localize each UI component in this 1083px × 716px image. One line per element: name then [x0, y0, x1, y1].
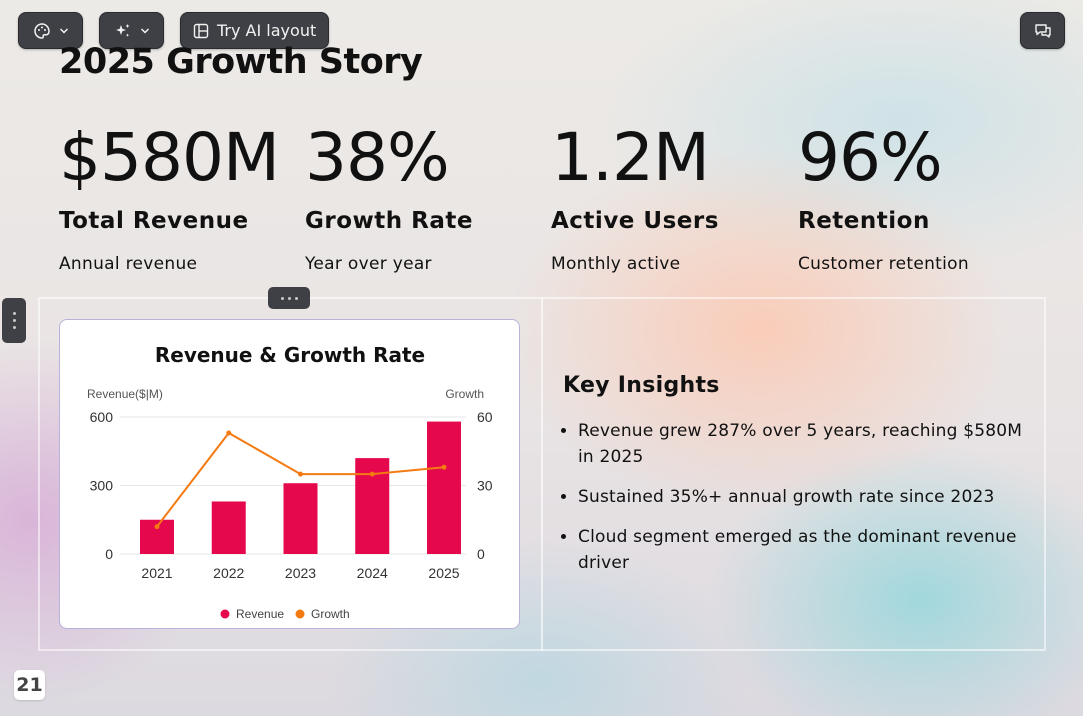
- insights-heading: Key Insights: [563, 373, 720, 398]
- growth-point: [369, 471, 375, 477]
- stat-label: Retention: [798, 208, 930, 234]
- growth-point: [226, 430, 232, 436]
- chart-title: Revenue & Growth Rate: [155, 343, 425, 367]
- insight-item: Revenue grew 287% over 5 years, reaching…: [578, 418, 1033, 470]
- y-tick-label: 0: [105, 546, 113, 562]
- key-insights-block[interactable]: Key Insights Revenue grew 287% over 5 ye…: [563, 373, 1033, 590]
- drag-dot: [280, 296, 284, 300]
- axis-ticks: 0 0 300 30 600 60 2021 2022 2023 2024 2025: [90, 409, 493, 581]
- editor-toolbar: Try AI layout: [18, 12, 330, 49]
- chevron-down-icon: [59, 27, 68, 34]
- insight-item: Cloud segment emerged as the dominant re…: [578, 524, 1033, 576]
- revenue-bar: [211, 501, 246, 554]
- try-ai-layout-label: Try AI layout: [217, 21, 317, 40]
- legend-marker: [295, 609, 305, 619]
- x-tick-label: 2023: [285, 565, 316, 581]
- y-tick-label: 300: [90, 478, 114, 494]
- insights-list: Revenue grew 287% over 5 years, reaching…: [563, 418, 1033, 576]
- growth-point: [298, 471, 303, 477]
- y-axis-label: Revenue($|M): [87, 387, 163, 401]
- stat-description: Annual revenue: [59, 254, 198, 274]
- revenue-bar: [283, 483, 318, 554]
- slide-number-badge[interactable]: 21: [14, 670, 45, 700]
- stat-total-revenue[interactable]: $580M Total Revenue Annual revenue: [59, 119, 299, 275]
- x-tick-label: 2024: [357, 565, 388, 581]
- legend-label: Growth: [311, 607, 350, 621]
- layout-icon: [193, 23, 209, 38]
- y-tick-label: 600: [90, 409, 114, 425]
- x-tick-label: 2025: [428, 565, 459, 581]
- stat-value: 38%: [305, 119, 450, 196]
- side-drag-handle[interactable]: [2, 298, 26, 343]
- stat-label: Active Users: [551, 208, 719, 234]
- growth-point: [441, 464, 447, 470]
- drag-dot: [12, 319, 16, 322]
- stat-label: Growth Rate: [305, 208, 473, 234]
- stat-description: Year over year: [305, 254, 432, 274]
- chevron-down-icon: [140, 27, 149, 34]
- y2-axis-label: Growth: [445, 387, 484, 401]
- stat-active-users[interactable]: 1.2M Active Users Monthly active: [551, 119, 791, 275]
- revenue-bar: [427, 421, 461, 554]
- y2-tick-label: 0: [477, 546, 485, 562]
- slide-title[interactable]: 2025 Growth Story: [59, 42, 423, 82]
- try-ai-layout-button[interactable]: Try AI layout: [180, 12, 330, 49]
- growth-point: [154, 524, 160, 530]
- stat-growth-rate[interactable]: 38% Growth Rate Year over year: [305, 119, 545, 275]
- chart-legend: Revenue Growth: [220, 607, 350, 621]
- comments-button[interactable]: [1020, 12, 1065, 49]
- drag-dot: [294, 296, 298, 300]
- drag-dot: [12, 312, 16, 315]
- stat-description: Customer retention: [798, 254, 969, 274]
- layout-column-divider[interactable]: [541, 297, 543, 651]
- chart-card[interactable]: Revenue & Growth Rate Revenue($|M) Growt…: [59, 319, 520, 629]
- revenue-growth-chart: Revenue & Growth Rate Revenue($|M) Growt…: [87, 343, 493, 621]
- stat-value: 96%: [798, 119, 943, 196]
- drag-dot: [287, 296, 291, 300]
- palette-icon: [33, 22, 50, 39]
- y2-tick-label: 60: [477, 409, 493, 425]
- legend-label: Revenue: [236, 607, 284, 621]
- sparkles-icon: [115, 23, 129, 37]
- block-drag-handle[interactable]: [268, 287, 310, 309]
- drag-dot: [12, 326, 16, 329]
- x-tick-label: 2021: [141, 565, 172, 581]
- y2-tick-label: 30: [477, 478, 493, 494]
- stat-label: Total Revenue: [59, 208, 249, 234]
- growth-line: [154, 430, 447, 530]
- ai-dropdown-button[interactable]: [99, 12, 164, 49]
- stat-retention[interactable]: 96% Retention Customer retention: [798, 119, 1038, 275]
- revenue-bars: [140, 421, 461, 554]
- comments-icon: [1034, 23, 1051, 38]
- stat-value: 1.2M: [551, 119, 710, 196]
- legend-marker: [220, 609, 230, 619]
- stat-value: $580M: [59, 119, 280, 196]
- stat-description: Monthly active: [551, 254, 681, 274]
- x-tick-label: 2022: [213, 565, 244, 581]
- insight-item: Sustained 35%+ annual growth rate since …: [578, 484, 1033, 510]
- theme-dropdown-button[interactable]: [18, 12, 83, 49]
